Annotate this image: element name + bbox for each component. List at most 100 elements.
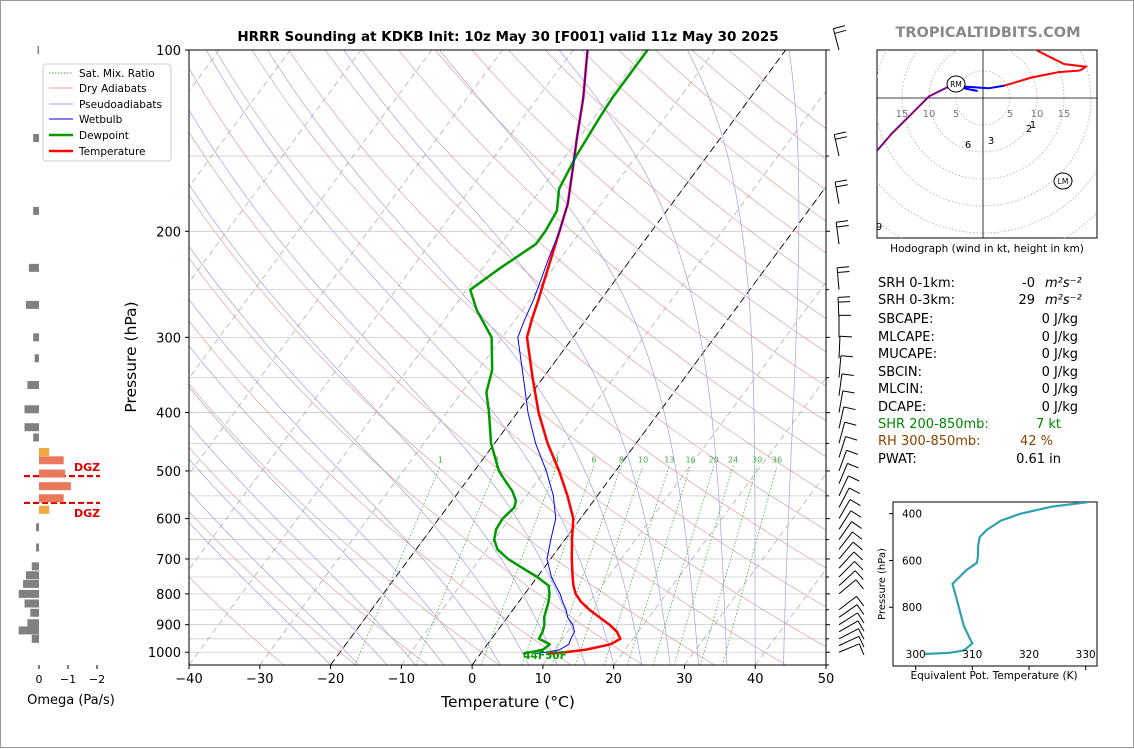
omega-bar bbox=[26, 571, 39, 579]
barb-staff bbox=[835, 182, 839, 204]
y-axis-label: Pressure (hPa) bbox=[122, 301, 140, 412]
mixing-ratio-label: 1 bbox=[438, 456, 443, 465]
barb-staff bbox=[839, 511, 851, 530]
barb-flag bbox=[849, 488, 860, 494]
barb-staff bbox=[839, 552, 854, 568]
storm-motion-label: RM bbox=[950, 80, 962, 89]
x-tick-label: 40 bbox=[747, 672, 764, 687]
hodo-ring-label: 15 bbox=[1058, 109, 1071, 120]
barb-flag bbox=[853, 542, 862, 550]
omega-bar bbox=[33, 434, 39, 442]
index-label: DCAPE: bbox=[878, 400, 926, 415]
legend-label: Dewpoint bbox=[79, 130, 129, 142]
omega-bar bbox=[38, 46, 40, 54]
theta-y-tick-label: 400 bbox=[902, 509, 922, 521]
index-value: 42 % bbox=[1020, 434, 1053, 449]
index-unit: m²s⁻² bbox=[1045, 293, 1082, 308]
omega-bar bbox=[27, 381, 39, 389]
barb-flag bbox=[846, 437, 857, 441]
barb-flag bbox=[837, 267, 849, 268]
hodo-ring-label: 5 bbox=[953, 109, 959, 120]
omega-bar bbox=[30, 609, 39, 617]
hodo-ring-label: 10 bbox=[1031, 109, 1044, 120]
index-value: -0 bbox=[1022, 276, 1035, 291]
omega-tick-label: −2 bbox=[89, 673, 105, 686]
x-tick-label: −30 bbox=[246, 672, 273, 687]
barb-flag bbox=[834, 132, 846, 135]
barb-flag bbox=[838, 302, 850, 303]
legend: Sat. Mix. Ratio Dry Adiabats Pseudoadiab… bbox=[43, 64, 171, 161]
x-tick-label: 20 bbox=[605, 672, 622, 687]
dry-adiabat bbox=[179, 50, 859, 665]
barb-staff bbox=[839, 542, 853, 559]
x-tick-label: −40 bbox=[175, 672, 202, 687]
omega-bar bbox=[39, 506, 49, 514]
hodo-ring-label: 10 bbox=[923, 109, 936, 120]
barb-flag bbox=[851, 511, 861, 517]
legend-label: Sat. Mix. Ratio bbox=[79, 68, 155, 80]
wind-barb bbox=[839, 488, 860, 508]
barb-flag bbox=[855, 571, 863, 580]
barb-flag bbox=[852, 522, 862, 529]
barb-flag bbox=[835, 180, 847, 182]
index-label: MLCAPE: bbox=[878, 330, 935, 345]
storm-motion-label: LM bbox=[1058, 177, 1069, 186]
barb-staff bbox=[834, 135, 839, 156]
isotherm-line bbox=[1, 50, 7, 665]
index-value: 0.61 in bbox=[1016, 452, 1061, 467]
omega-bar bbox=[35, 354, 39, 362]
wind-barb bbox=[839, 407, 855, 428]
legend-label: Pseudoadiabats bbox=[79, 99, 162, 111]
wind-barb bbox=[834, 132, 847, 156]
surface-temp-label: 44F50F bbox=[523, 650, 567, 662]
y-tick-label: 800 bbox=[156, 588, 181, 603]
wind-barb bbox=[836, 221, 849, 244]
theta-x-tick-label: 310 bbox=[962, 649, 982, 661]
mixing-ratio-label: 13 bbox=[664, 456, 674, 465]
barb-flag bbox=[847, 463, 858, 468]
x-tick-label: 10 bbox=[535, 672, 552, 687]
omega-axis-label: Omega (Pa/s) bbox=[27, 693, 115, 708]
index-label: MLCIN: bbox=[878, 382, 923, 397]
dry-adiabat bbox=[142, 50, 786, 665]
omega-bar bbox=[33, 207, 39, 215]
index-unit: m²s⁻² bbox=[1045, 276, 1082, 291]
omega-bar bbox=[19, 590, 39, 598]
index-value: 0 J/kg bbox=[1042, 365, 1078, 380]
barb-staff bbox=[839, 561, 855, 577]
index-label: RH 300-850mb: bbox=[878, 434, 981, 449]
barb-flag bbox=[845, 422, 857, 425]
y-tick-label: 600 bbox=[156, 513, 181, 528]
theta-x-tick-label: 300 bbox=[906, 649, 926, 661]
mixing-ratio-label: 6 bbox=[591, 456, 596, 465]
barb-flag bbox=[833, 26, 845, 29]
mixing-ratio-label: 8 bbox=[619, 456, 624, 465]
theta-y-tick-label: 800 bbox=[902, 602, 922, 614]
y-tick-label: 900 bbox=[156, 619, 181, 634]
theta-y-tick-label: 600 bbox=[902, 555, 922, 567]
barb-staff bbox=[839, 580, 856, 594]
barb-flag bbox=[836, 221, 848, 223]
index-value: 0 J/kg bbox=[1042, 382, 1078, 397]
barb-staff bbox=[839, 571, 855, 586]
wind-barb bbox=[839, 463, 859, 483]
wind-barb bbox=[833, 26, 846, 50]
omega-bar bbox=[26, 301, 39, 309]
barb-staff bbox=[839, 644, 859, 652]
hodo-height-label: 3 bbox=[988, 136, 994, 147]
barb-flag bbox=[856, 596, 863, 606]
barb-staff bbox=[839, 596, 856, 609]
skewt-frame bbox=[189, 50, 826, 665]
y-tick-label: 300 bbox=[156, 331, 181, 346]
theta-x-tick-label: 320 bbox=[1019, 649, 1039, 661]
mixing-ratio-label: 24 bbox=[728, 456, 738, 465]
dgz-label: DGZ bbox=[74, 507, 100, 520]
index-label: SHR 200-850mb: bbox=[878, 417, 989, 432]
barb-flag bbox=[855, 561, 863, 569]
x-tick-label: 30 bbox=[676, 672, 693, 687]
omega-bar bbox=[39, 494, 64, 502]
wind-barb bbox=[838, 297, 850, 320]
omega-bar bbox=[19, 626, 39, 634]
